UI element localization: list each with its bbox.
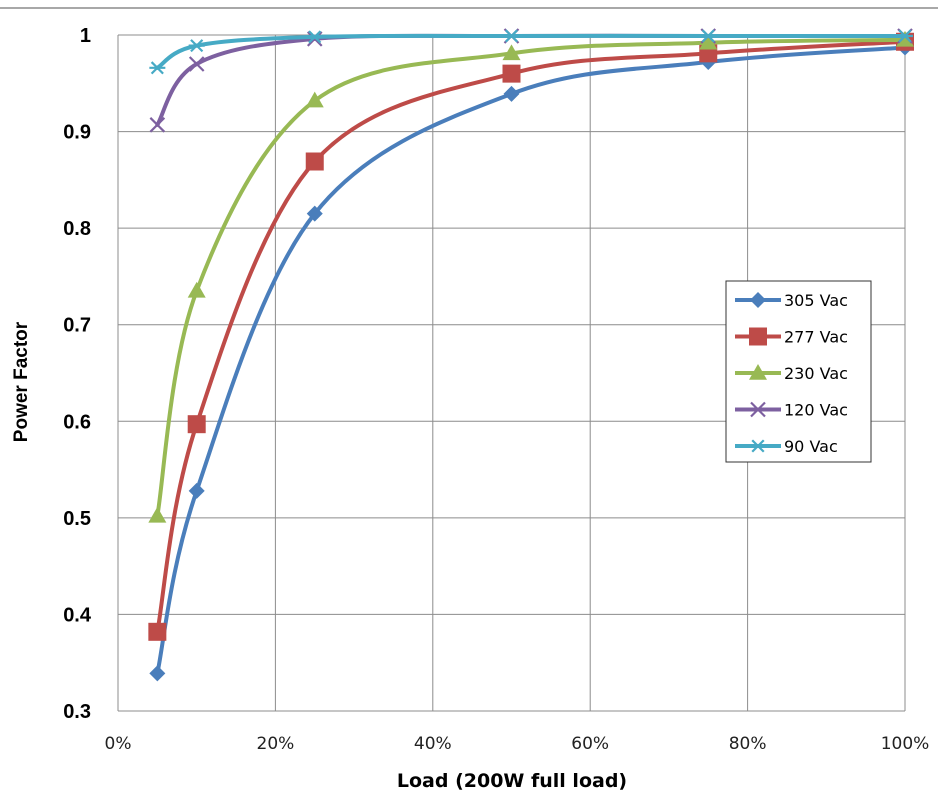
data-point [503, 85, 520, 102]
legend: 305 Vac 277 Vac 230 Vac 120 Vac 90 Vac [725, 280, 872, 463]
data-point [148, 622, 167, 641]
data-point [502, 64, 521, 83]
data-point [187, 415, 206, 434]
data-point [306, 205, 323, 222]
legend-marker [749, 327, 767, 346]
x-tick-label: 20% [257, 734, 295, 754]
x-axis-title: Load (200W full load) [397, 770, 627, 792]
series-line [155, 33, 907, 70]
y-tick-label: 0.5 [63, 508, 91, 530]
data-point [188, 39, 205, 53]
data-point [149, 665, 166, 682]
data-point [897, 29, 913, 43]
x-tick-label: 0% [105, 734, 132, 754]
x-tick-label: 80% [729, 734, 767, 754]
data-point [149, 117, 166, 133]
series-90-vac [149, 29, 913, 75]
x-tick-label: 40% [414, 734, 452, 754]
data-point [149, 61, 166, 75]
legend-item: 277 Vac [735, 327, 848, 347]
data-point [700, 29, 717, 43]
legend-marker [750, 439, 766, 453]
y-tick-label: 0.3 [63, 701, 91, 723]
x-tick-label: 60% [571, 734, 609, 754]
data-point [305, 152, 324, 171]
legend-marker [749, 364, 767, 380]
series-line [155, 39, 907, 634]
data-point [305, 91, 324, 108]
data-point [188, 482, 205, 499]
data-point [306, 30, 323, 44]
legend-item: 90 Vac [735, 437, 838, 456]
data-point [896, 30, 914, 47]
legend-item: 230 Vac [735, 364, 848, 383]
y-tick-label: 0.9 [63, 122, 91, 144]
data-point [187, 281, 206, 298]
y-tick-label: 1 [80, 25, 91, 47]
data-point [148, 506, 167, 523]
y-tick-label: 0.7 [63, 315, 91, 337]
legend-label: 277 Vac [784, 328, 848, 347]
legend-marker [750, 292, 766, 308]
data-point [503, 29, 520, 43]
legend-label: 230 Vac [784, 364, 848, 383]
y-tick-label: 0.4 [63, 604, 92, 626]
legend-label: 305 Vac [784, 291, 848, 310]
legend-label: 90 Vac [784, 437, 838, 456]
series-plot [148, 28, 914, 682]
y-axis-title: Power Factor [11, 321, 32, 442]
legend-label: 120 Vac [784, 401, 848, 420]
data-point [502, 44, 521, 61]
axes: 0.3 0.4 0.5 0.6 0.7 0.8 0.9 1 0% 20% 40% 60% 80% 100% [63, 25, 929, 754]
data-point [699, 33, 718, 50]
legend-item: 305 Vac [735, 291, 848, 310]
y-tick-label: 0.6 [63, 411, 91, 433]
series-230-vac [148, 30, 914, 523]
y-tick-label: 0.8 [63, 218, 91, 240]
series-line [155, 37, 907, 518]
legend-marker [750, 401, 766, 418]
legend-item: 120 Vac [735, 401, 848, 420]
series-120-vac [149, 28, 913, 133]
data-point [188, 56, 205, 72]
x-tick-label: 100% [881, 734, 930, 754]
